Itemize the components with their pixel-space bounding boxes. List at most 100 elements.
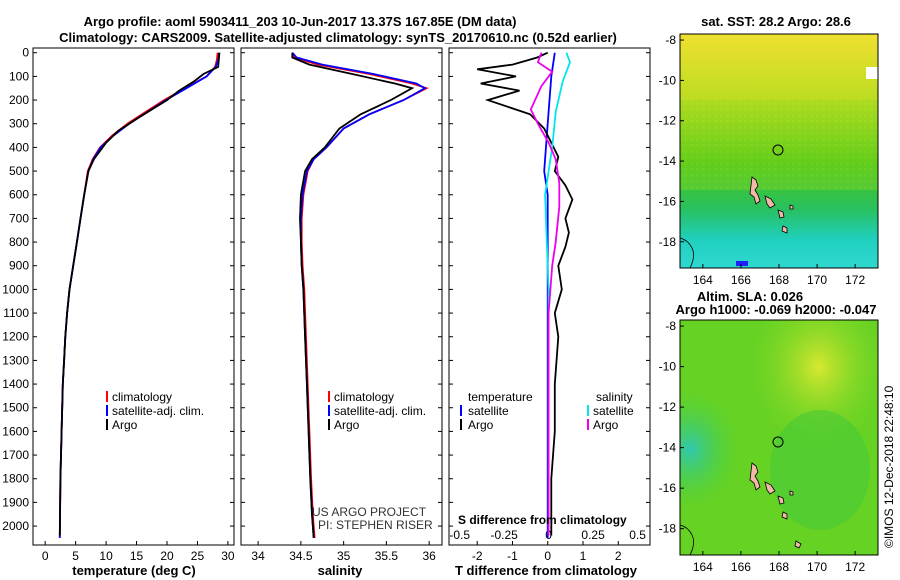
series-line-satellite-adj-clim- — [58, 52, 221, 538]
argo-position-marker-bottom — [772, 436, 784, 448]
depth-tick-label: 500 — [9, 164, 29, 178]
x-tick-label: 25 — [191, 549, 205, 563]
legend-label-argo: Argo — [334, 418, 360, 432]
depth-tick-label: 2000 — [2, 519, 29, 533]
salinity-panel-frame — [240, 47, 443, 546]
lon-tick-label: 166 — [731, 273, 751, 287]
lat-tick-label: -18 — [659, 235, 677, 249]
figure-title-line1: Argo profile: aoml 5903411_203 10-Jun-20… — [84, 14, 517, 29]
x-tick-label: 1 — [580, 549, 587, 563]
lon-tick-label: 168 — [769, 560, 789, 574]
credits-line2: PI: STEPHEN RISER — [318, 518, 433, 532]
salinity-difference-label: S difference from climatology — [458, 513, 627, 527]
x-tick-label: 2 — [615, 549, 622, 563]
x-tick-label: 0 — [42, 549, 49, 563]
coast-fragment-top — [679, 237, 694, 269]
depth-tick-label: 1900 — [2, 495, 29, 509]
sst-map-axes: -8 -10 -12 -14 -16 -18 164 166 168 170 172 — [659, 33, 866, 287]
depth-tick-label: 1600 — [2, 424, 29, 438]
series-line-salinity-argo — [529, 52, 561, 536]
difference-panel: -2 -1 0 1 2-0.5 -0.25 0 0.25 0.5 — [449, 51, 646, 563]
salinity-panel: 34 34.5 35 35.5 36 — [251, 52, 436, 563]
difference-axis-label: T difference from climatology — [455, 563, 638, 578]
lon-tick-label: 164 — [693, 560, 713, 574]
sst-map — [679, 33, 879, 269]
x-tick-label: -2 — [472, 549, 483, 563]
temperature-axis-label: temperature (deg C) — [72, 563, 196, 578]
depth-tick-label: 1800 — [2, 472, 29, 486]
legend-label-t-argo: Argo — [468, 418, 494, 432]
series-line-climatology — [291, 52, 429, 538]
series-line-argo — [291, 52, 415, 538]
legend-label-argo: Argo — [112, 418, 138, 432]
lon-tick-label: 172 — [845, 273, 865, 287]
legend-swatch-t-argo — [460, 419, 462, 430]
depth-tick-label: 1500 — [2, 401, 29, 415]
depth-tick-label: 1700 — [2, 448, 29, 462]
x-tick-label: 34 — [251, 549, 265, 563]
lat-tick-label: -14 — [659, 154, 677, 168]
legend-swatch-t-satellite — [460, 405, 462, 416]
legend-label-satellite: satellite-adj. clim. — [112, 404, 204, 418]
depth-tick-label: 1100 — [3, 306, 29, 320]
x-tick-label: 34.5 — [289, 549, 313, 563]
series-line-argo — [477, 51, 574, 536]
depth-tick-label: 1200 — [2, 330, 29, 344]
series-line-argo — [58, 52, 221, 536]
lat-tick-label: -18 — [659, 522, 677, 536]
x-tick-label: 20 — [160, 549, 174, 563]
s-diff-tick-label: 0.25 — [581, 528, 605, 542]
x-tick-label: 35.5 — [375, 549, 399, 563]
legend-label-s-satellite: satellite — [593, 404, 634, 418]
legend-swatch-climatology — [106, 391, 108, 402]
legend-swatch-argo — [328, 419, 330, 430]
lat-tick-label: -16 — [659, 481, 677, 495]
legend-label-s-argo: Argo — [593, 418, 619, 432]
legend-swatch-climatology — [328, 391, 330, 402]
series-line-climatology — [58, 52, 219, 538]
x-tick-label: 15 — [130, 549, 144, 563]
legend-swatch-s-argo — [587, 419, 589, 430]
difference-panel-frame — [448, 47, 651, 546]
depth-tick-label: 900 — [9, 259, 29, 273]
lat-tick-label: -12 — [659, 114, 677, 128]
x-tick-label: 10 — [99, 549, 113, 563]
sla-map — [679, 319, 879, 556]
lat-tick-label: -16 — [659, 194, 677, 208]
depth-tick-label: 1300 — [2, 353, 29, 367]
sst-blue-patch — [736, 261, 748, 266]
depth-tick-label: 300 — [9, 117, 29, 131]
legend-swatch-satellite — [106, 405, 108, 416]
argo-position-marker-top — [772, 144, 784, 156]
legend-swatch-argo — [106, 419, 108, 430]
temperature-legend: climatology satellite-adj. clim. Argo — [106, 390, 204, 432]
depth-tick-label: 0 — [22, 46, 29, 60]
depth-tick-label: 100 — [9, 69, 29, 83]
x-tick-label: 5 — [72, 549, 79, 563]
lon-tick-label: 170 — [807, 273, 827, 287]
lon-tick-label: 166 — [731, 560, 751, 574]
legend-label-climatology: climatology — [112, 390, 172, 404]
series-line-satellite-adj-clim- — [291, 52, 427, 538]
legend-heading-temperature: temperature — [468, 390, 533, 404]
lon-tick-label: 168 — [769, 273, 789, 287]
salinity-axis-label: salinity — [318, 563, 364, 578]
legend-label-t-satellite: satellite — [468, 404, 509, 418]
figure-title-line2: Climatology: CARS2009. Satellite-adjuste… — [59, 30, 617, 45]
sla-green-lobe — [770, 410, 870, 530]
s-diff-tick-label: -0.5 — [449, 528, 470, 542]
temperature-panel: 0 5 10 15 20 25 30 — [42, 52, 235, 563]
lat-tick-label: -12 — [659, 400, 677, 414]
depth-tick-label: 1000 — [2, 282, 29, 296]
difference-legend: temperature salinity satellite Argo sate… — [458, 390, 634, 527]
legend-swatch-s-satellite — [587, 405, 589, 416]
depth-axis: 0 100 200 300 400 500 600 700 800 900 1000 1100 1200… — [2, 46, 650, 533]
lat-tick-label: -10 — [659, 360, 677, 374]
x-tick-label: -1 — [507, 549, 518, 563]
credits-line1: US ARGO PROJECT — [312, 505, 427, 519]
legend-swatch-satellite — [328, 405, 330, 416]
lat-tick-label: -14 — [659, 441, 677, 455]
temperature-panel-frame — [32, 47, 235, 546]
salinity-legend: climatology satellite-adj. clim. Argo US… — [312, 390, 433, 532]
